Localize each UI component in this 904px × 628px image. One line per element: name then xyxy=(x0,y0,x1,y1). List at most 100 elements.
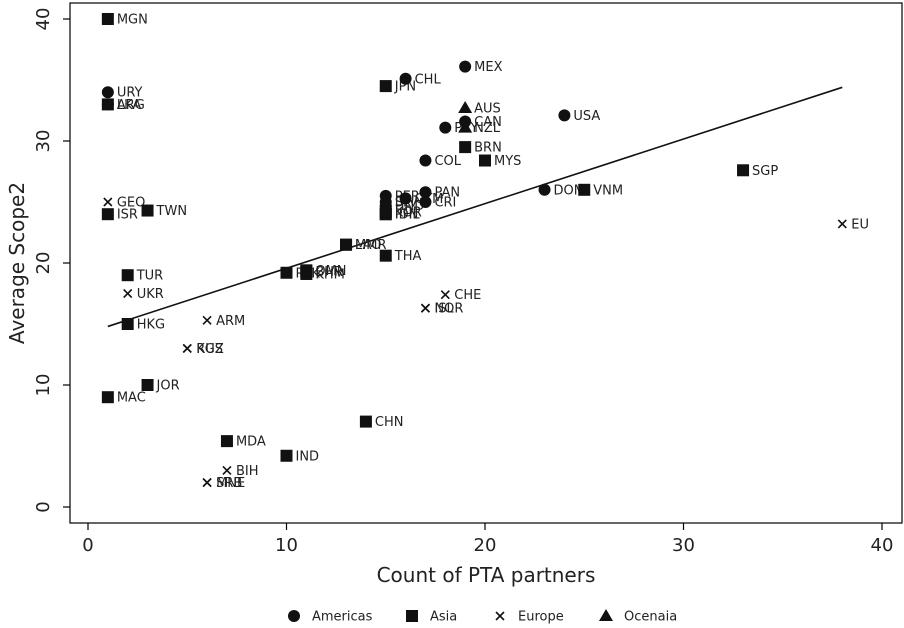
x-tick-label: 40 xyxy=(871,535,894,556)
point-aus xyxy=(458,101,473,114)
point-tur xyxy=(121,269,134,282)
axes: 0 10 20 30 40 0 10 20 30 40 xyxy=(33,8,893,556)
point-jor xyxy=(141,379,154,391)
legend-label-ocenaia: Ocenaia xyxy=(624,610,677,625)
point-isr xyxy=(101,208,114,221)
point-label-kgz: KGZ xyxy=(196,342,224,357)
point-kor xyxy=(379,205,392,218)
point-label-usa: USA xyxy=(573,109,600,124)
point-label-nzl: NZL xyxy=(474,121,501,136)
point-che xyxy=(440,290,450,300)
point-label-isl: ISL xyxy=(434,302,454,317)
point-khm xyxy=(300,267,313,280)
point-mex xyxy=(459,60,472,73)
legend-marker-asia xyxy=(406,610,418,622)
point-chn xyxy=(359,415,372,428)
point-mmr xyxy=(340,238,353,251)
point-cri xyxy=(419,196,432,208)
point-label-eu: EU xyxy=(851,217,869,232)
legend: Americas Asia Europe Ocenaia xyxy=(288,609,677,625)
plot-area xyxy=(69,2,903,524)
fit-line xyxy=(107,86,843,328)
point-label-mex: MEX xyxy=(474,60,502,75)
data-points: MGNURYARGLKAGEOISRMACTURUKRHKGTWNJORRUSK… xyxy=(101,13,869,491)
point-mys xyxy=(479,154,491,167)
x-tick-label: 20 xyxy=(474,535,497,556)
point-label-geo: GEO xyxy=(117,196,146,211)
y-tick-label: 0 xyxy=(33,501,54,512)
point-label-ind: IND xyxy=(296,449,320,464)
point-mda xyxy=(220,435,233,448)
point-label-chn: CHN xyxy=(375,415,404,430)
point-label-isr: ISR xyxy=(117,208,138,223)
point-label-che: CHE xyxy=(454,288,481,303)
point-kgz xyxy=(182,343,192,353)
point-tha xyxy=(379,249,392,262)
fit-line-segment xyxy=(107,86,843,328)
point-pry xyxy=(439,121,452,134)
point-label-omn: OMN xyxy=(315,264,346,279)
legend-marker-ocenaia xyxy=(599,609,613,621)
point-vnm xyxy=(578,183,591,196)
legend-label-europe: Europe xyxy=(518,610,564,625)
point-label-kor: KOR xyxy=(395,205,422,220)
point-label-khm: KHM xyxy=(315,267,345,282)
legend-marker-europe xyxy=(495,611,505,621)
point-label-pan: PAN xyxy=(434,186,460,201)
point-twn xyxy=(141,204,154,217)
point-label-col: COL xyxy=(434,154,461,169)
point-label-dom: DOM xyxy=(554,183,585,198)
point-label-jpn: JPN xyxy=(394,80,416,95)
point-label-nor: NOR xyxy=(434,302,463,317)
point-label-phl: PHL xyxy=(395,208,421,223)
point-slv xyxy=(379,196,392,208)
point-label-arg: ARG xyxy=(117,98,145,113)
point-label-aus: AUS xyxy=(474,102,501,117)
point-label-lka: LKA xyxy=(117,98,142,113)
point-label-srb: SRB xyxy=(216,476,242,491)
point-bih xyxy=(222,465,232,475)
point-arm xyxy=(202,315,212,325)
point-label-arm: ARM xyxy=(216,314,245,329)
point-label-can: CAN xyxy=(474,115,502,130)
y-tick-label: 20 xyxy=(33,252,54,275)
point-mac xyxy=(101,391,114,404)
point-label-vnm: VNM xyxy=(593,183,623,198)
point-dom xyxy=(538,183,551,196)
point-label-mne: MNE xyxy=(216,476,245,491)
point-label-hkg: HKG xyxy=(137,318,165,333)
point-geo xyxy=(103,197,113,207)
y-tick-label: 30 xyxy=(33,130,54,153)
y-tick-label: 40 xyxy=(33,8,54,31)
point-label-mys: MYS xyxy=(494,154,521,169)
point-label-brn: BRN xyxy=(474,141,502,156)
point-label-mda: MDA xyxy=(236,435,266,450)
point-label-cri: CRI xyxy=(434,196,456,211)
point-lka xyxy=(101,98,114,111)
point-hkg xyxy=(121,318,134,330)
point-usa xyxy=(558,109,571,122)
legend-label-asia: Asia xyxy=(430,610,457,625)
x-tick-label: 10 xyxy=(275,535,298,556)
point-brn xyxy=(459,141,472,154)
point-label-chl: CHL xyxy=(415,72,442,87)
point-nor xyxy=(420,303,431,313)
point-ukr xyxy=(123,288,133,299)
point-sgp xyxy=(737,164,750,177)
point-eu xyxy=(837,219,847,229)
point-label-sgp: SGP xyxy=(752,164,778,179)
point-label-jor: JOR xyxy=(156,379,180,394)
x-axis-title: Count of PTA partners xyxy=(377,563,596,587)
point-srb xyxy=(202,478,212,488)
point-label-twn: TWN xyxy=(156,204,188,219)
point-pak xyxy=(280,266,293,279)
legend-marker-americas xyxy=(288,610,300,622)
legend-label-americas: Americas xyxy=(312,610,373,625)
point-nzl xyxy=(458,120,473,133)
point-ind xyxy=(280,449,293,462)
point-jpn xyxy=(379,80,392,93)
point-pan xyxy=(419,186,432,199)
point-label-bhr: BHR xyxy=(315,265,343,280)
point-label-ury: URY xyxy=(117,86,143,101)
